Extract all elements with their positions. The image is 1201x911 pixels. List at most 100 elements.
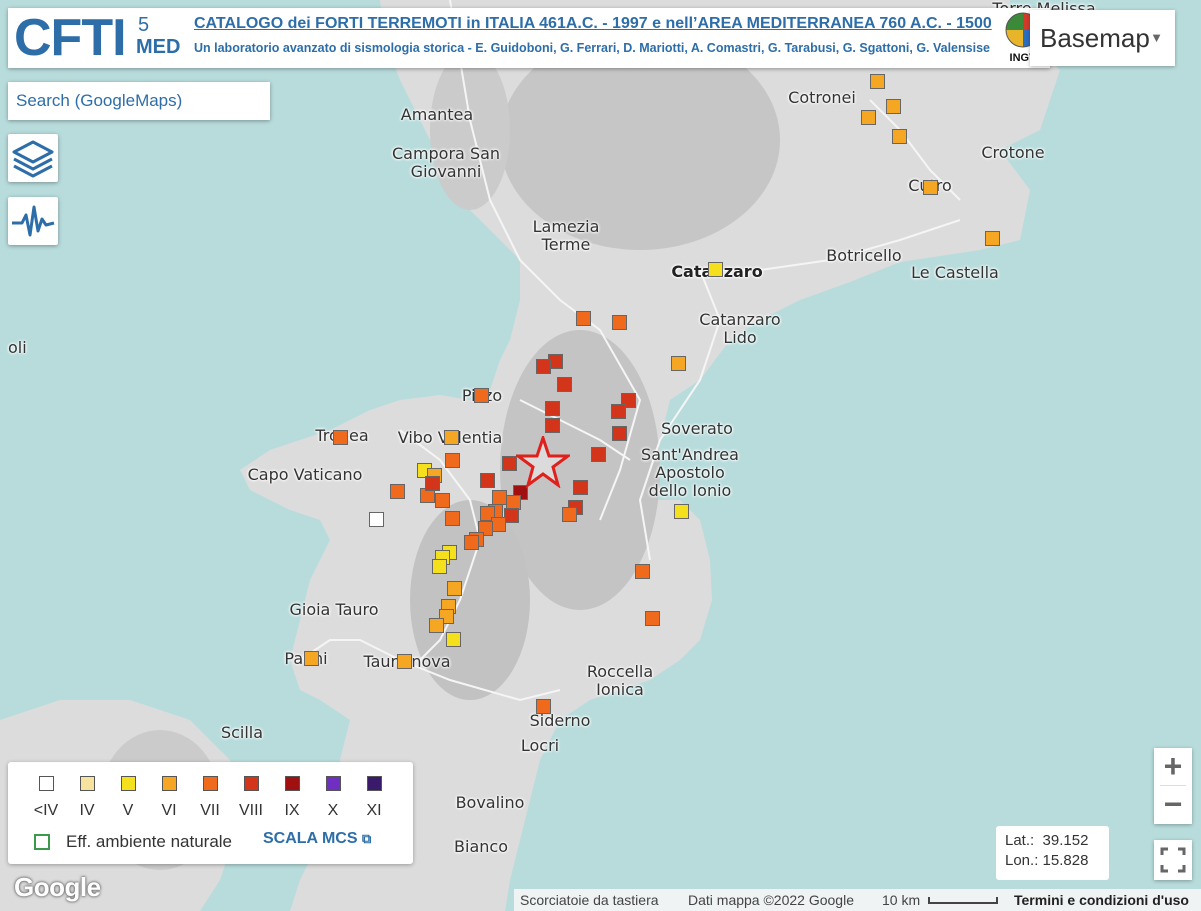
intensity-marker[interactable] [545,418,560,433]
legend-item: XI [354,776,394,820]
intensity-marker[interactable] [870,74,885,89]
legend-item: VIII [231,776,271,820]
scale-label[interactable]: 10 km [882,892,921,908]
intensity-marker[interactable] [397,654,412,669]
lat-value: 39.152 [1042,832,1089,849]
legend-item: VI [149,776,189,820]
intensity-marker[interactable] [446,632,461,647]
logo-subscript: MED [136,36,181,58]
legend-swatch [161,776,177,791]
legend-label: IV [79,802,95,819]
layers-icon [12,140,54,178]
catalog-title[interactable]: CATALOGO dei FORTI TERREMOTI in ITALIA 4… [194,15,992,32]
legend-swatch [38,776,54,791]
lon-label: Lon.: [1005,852,1039,869]
cfti-logo[interactable]: CFTI [14,9,127,67]
legend-swatch [202,776,218,791]
intensity-marker[interactable] [892,129,907,144]
legend-swatch [243,776,259,791]
intensity-marker[interactable] [536,699,551,714]
basemap-label: Basemap [1040,23,1150,53]
intensity-marker[interactable] [390,484,405,499]
legend-swatch [284,776,300,791]
intensity-marker[interactable] [886,99,901,114]
intensity-marker[interactable] [491,517,506,532]
intensity-marker[interactable] [612,426,627,441]
zoom-in-button[interactable]: + [1163,748,1183,784]
intensity-marker[interactable] [425,476,440,491]
epicenter-star-icon[interactable] [516,436,570,488]
legend-item: V [108,776,148,820]
env-effects-label: Eff. ambiente naturale [66,832,233,851]
intensity-marker[interactable] [492,490,507,505]
ingv-label: INGV [1009,52,1037,64]
chevron-down-icon: ▼ [1150,30,1163,45]
intensity-marker[interactable] [464,535,479,550]
legend-swatch [325,776,341,791]
mcs-scale-link[interactable]: SCALA MCS ⧉ [263,830,371,848]
intensity-marker[interactable] [671,356,686,371]
intensity-marker[interactable] [576,311,591,326]
intensity-marker[interactable] [708,262,723,277]
layers-button[interactable] [8,134,58,182]
legend-label: VI [161,802,177,819]
intensity-marker[interactable] [611,404,626,419]
seismogram-button[interactable] [8,197,58,245]
external-link-icon: ⧉ [361,831,372,846]
intensity-marker[interactable] [612,315,627,330]
legend-item: VII [190,776,230,820]
keyboard-shortcuts-link[interactable]: Scorciatoie da tastiera [520,892,659,908]
legend-item: IX [272,776,312,820]
intensity-marker[interactable] [333,430,348,445]
intensity-marker[interactable] [429,618,444,633]
legend-item: IV [67,776,107,820]
mcs-scale-label: SCALA MCS [263,830,358,847]
legend-swatch [120,776,136,791]
zoom-out-button[interactable]: − [1163,786,1183,822]
intensity-marker[interactable] [591,447,606,462]
map-footer: Scorciatoie da tastiera Dati mappa ©2022… [514,889,1201,911]
intensity-marker[interactable] [444,430,459,445]
intensity-marker[interactable] [923,180,938,195]
fullscreen-icon [1160,847,1186,873]
zoom-controls: + − [1154,748,1192,824]
search-input[interactable]: Search (GoogleMaps) [8,82,270,120]
fullscreen-button[interactable] [1154,840,1192,880]
terms-link[interactable]: Termini e condizioni d'uso [1014,892,1189,908]
intensity-marker[interactable] [445,511,460,526]
intensity-marker[interactable] [369,512,384,527]
intensity-marker[interactable] [557,377,572,392]
intensity-legend: <IV IV V VI VII VIII IX X XI Eff. ambiente natur… [8,762,413,864]
intensity-marker[interactable] [545,401,560,416]
legend-item: X [313,776,353,820]
intensity-marker[interactable] [645,611,660,626]
intensity-marker[interactable] [573,480,588,495]
lon-value: 15.828 [1042,852,1089,869]
intensity-marker[interactable] [635,564,650,579]
legend-item: <IV [26,776,66,820]
intensity-marker[interactable] [502,456,517,471]
intensity-marker[interactable] [435,493,450,508]
coordinates-box: Lat.: 39.152 Lon.: 15.828 [996,826,1109,880]
intensity-marker[interactable] [504,508,519,523]
intensity-marker[interactable] [536,359,551,374]
catalog-authors: Un laboratorio avanzato di sismologia st… [194,41,990,55]
intensity-marker[interactable] [432,559,447,574]
legend-label: IX [284,802,300,819]
basemap-dropdown[interactable]: Basemap ▼ [1030,10,1175,66]
intensity-marker[interactable] [985,231,1000,246]
intensity-marker[interactable] [474,388,489,403]
intensity-marker[interactable] [304,651,319,666]
intensity-marker[interactable] [445,453,460,468]
legend-swatch [366,776,382,791]
intensity-marker[interactable] [674,504,689,519]
legend-swatch [79,776,95,791]
intensity-marker[interactable] [562,507,577,522]
legend-label: V [122,802,134,819]
legend-label: VIII [238,802,263,819]
intensity-marker[interactable] [861,110,876,125]
logo-superscript: 5 [138,14,150,36]
intensity-marker[interactable] [480,473,495,488]
intensity-marker[interactable] [447,581,462,596]
map-data-attribution[interactable]: Dati mappa ©2022 Google [688,892,854,908]
